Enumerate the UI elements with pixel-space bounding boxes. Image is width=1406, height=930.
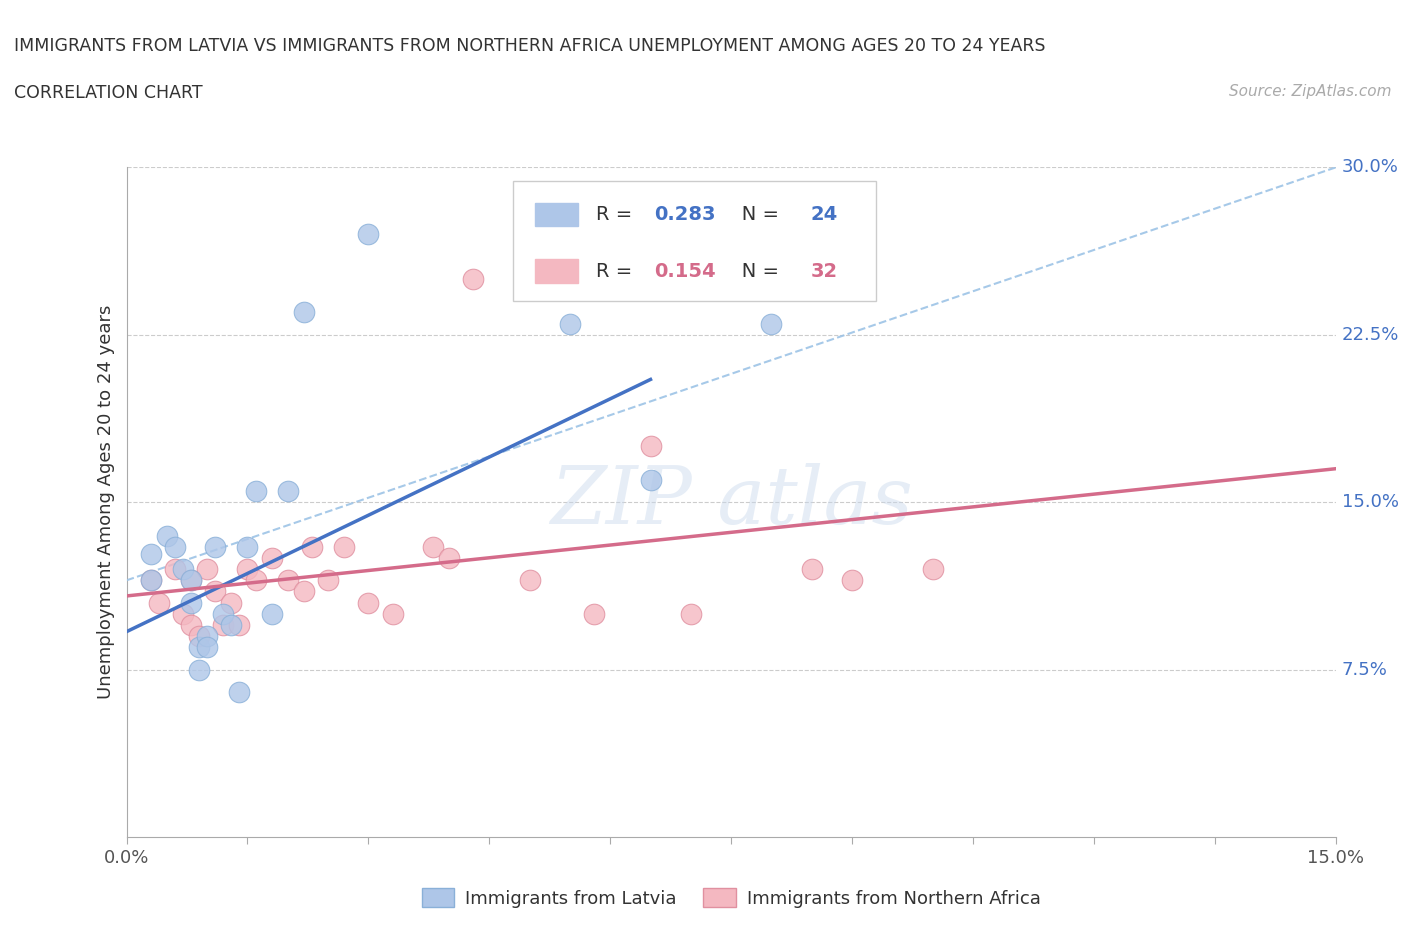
Point [221, 618, 243, 632]
Point [245, 573, 267, 588]
Point [163, 539, 186, 554]
Bar [536, 259, 578, 283]
Point [519, 573, 541, 588]
Point [139, 573, 162, 588]
Text: R =: R = [596, 261, 638, 281]
Point [195, 562, 218, 577]
Point [463, 272, 485, 286]
Legend: Immigrants from Latvia, Immigrants from Northern Africa: Immigrants from Latvia, Immigrants from … [415, 882, 1047, 915]
Point [180, 595, 202, 610]
Bar [536, 203, 578, 226]
Point [679, 606, 702, 621]
Point [558, 316, 581, 331]
Point [180, 573, 202, 588]
Point [292, 305, 315, 320]
Text: 0.154: 0.154 [654, 261, 716, 281]
Point [228, 684, 250, 699]
Point [212, 606, 235, 621]
Point [333, 539, 356, 554]
Point [292, 584, 315, 599]
Point [212, 618, 235, 632]
Point [188, 662, 211, 677]
Point [163, 562, 186, 577]
Text: IMMIGRANTS FROM LATVIA VS IMMIGRANTS FROM NORTHERN AFRICA UNEMPLOYMENT AMONG AGE: IMMIGRANTS FROM LATVIA VS IMMIGRANTS FRO… [14, 37, 1046, 55]
Text: R =: R = [596, 205, 638, 224]
Point [172, 606, 194, 621]
Point [277, 484, 299, 498]
Point [640, 439, 662, 454]
Point [204, 584, 226, 599]
Y-axis label: Unemployment Among Ages 20 to 24 years: Unemployment Among Ages 20 to 24 years [97, 305, 115, 699]
Point [921, 562, 943, 577]
Point [180, 573, 202, 588]
Point [260, 551, 283, 565]
Text: N =: N = [723, 261, 785, 281]
Point [236, 539, 259, 554]
Text: 7.5%: 7.5% [1341, 660, 1388, 679]
Point [316, 573, 339, 588]
Text: CORRELATION CHART: CORRELATION CHART [14, 84, 202, 101]
Point [204, 539, 226, 554]
Text: 15.0%: 15.0% [1341, 493, 1399, 512]
Point [761, 316, 783, 331]
Text: 0.283: 0.283 [654, 205, 716, 224]
Point [139, 546, 162, 561]
Point [260, 606, 283, 621]
Point [148, 595, 170, 610]
Point [195, 629, 218, 644]
Point [156, 528, 179, 543]
Text: N =: N = [723, 205, 785, 224]
Point [640, 472, 662, 487]
Point [221, 595, 243, 610]
Text: 32: 32 [811, 261, 838, 281]
Point [180, 618, 202, 632]
Point [188, 629, 211, 644]
Point [236, 562, 259, 577]
FancyBboxPatch shape [513, 180, 876, 301]
Point [301, 539, 323, 554]
Text: 24: 24 [811, 205, 838, 224]
Text: 30.0%: 30.0% [1341, 158, 1399, 177]
Point [583, 606, 606, 621]
Point [228, 618, 250, 632]
Point [437, 551, 460, 565]
Point [195, 640, 218, 655]
Text: Source: ZipAtlas.com: Source: ZipAtlas.com [1229, 84, 1392, 99]
Point [188, 640, 211, 655]
Text: ZIP atlas: ZIP atlas [550, 463, 912, 541]
Point [357, 595, 380, 610]
Point [245, 484, 267, 498]
Point [277, 573, 299, 588]
Point [800, 562, 823, 577]
Point [841, 573, 863, 588]
Point [357, 227, 380, 242]
Text: 22.5%: 22.5% [1341, 326, 1399, 344]
Point [139, 573, 162, 588]
Point [422, 539, 444, 554]
Point [381, 606, 404, 621]
Point [172, 562, 194, 577]
